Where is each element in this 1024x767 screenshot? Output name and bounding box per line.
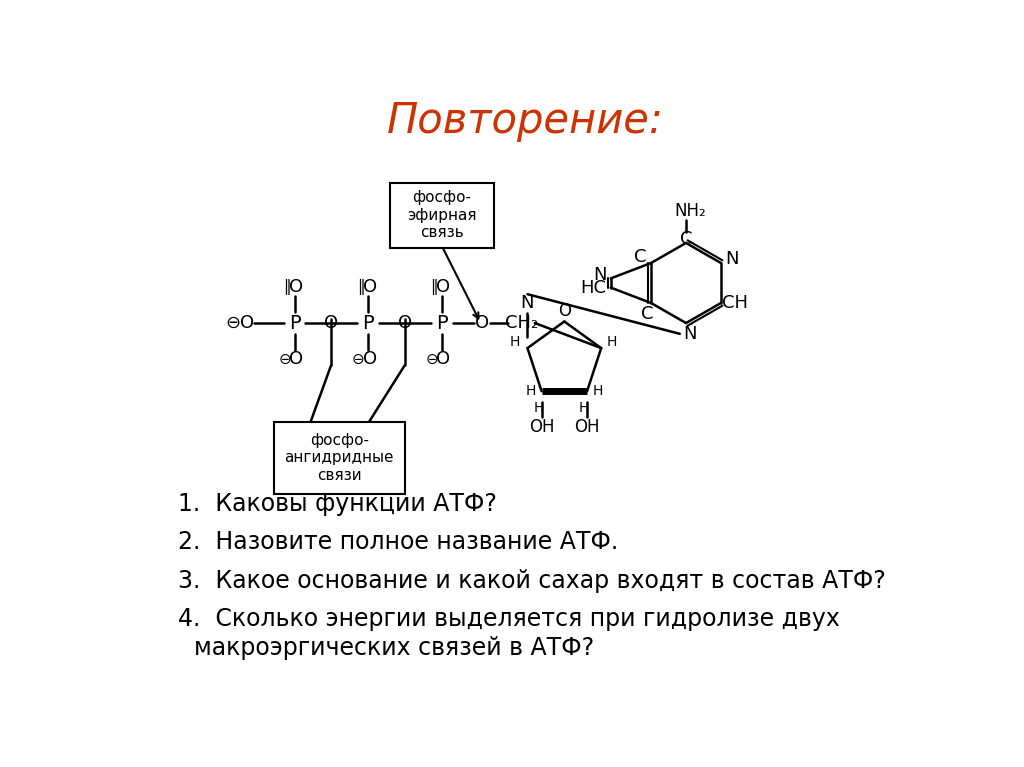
Text: N: N (725, 250, 738, 268)
Text: C: C (641, 304, 653, 323)
Text: O: O (240, 314, 254, 332)
Text: P: P (362, 314, 374, 333)
Text: 3.  Какое основание и какой сахар входят в состав АТФ?: 3. Какое основание и какой сахар входят … (178, 568, 886, 593)
Text: P: P (436, 314, 447, 333)
Text: N: N (521, 295, 535, 312)
Text: H: H (510, 335, 520, 349)
Text: H: H (593, 384, 603, 398)
Text: ⊖: ⊖ (279, 352, 291, 367)
Text: H: H (525, 384, 536, 398)
Text: ⊖: ⊖ (425, 352, 438, 367)
Text: H: H (534, 401, 544, 415)
Text: O: O (475, 314, 489, 332)
Text: O: O (558, 301, 570, 320)
Text: Повторение:: Повторение: (386, 100, 664, 143)
Text: P: P (289, 314, 300, 333)
Text: HC: HC (581, 278, 607, 297)
Text: ‖: ‖ (430, 279, 438, 295)
Text: макроэргических связей в АТФ?: макроэргических связей в АТФ? (194, 636, 594, 660)
Text: 1.  Каковы функции АТФ?: 1. Каковы функции АТФ? (178, 492, 498, 516)
Text: N: N (593, 265, 606, 284)
Text: O: O (436, 278, 451, 296)
FancyBboxPatch shape (390, 183, 494, 248)
FancyBboxPatch shape (273, 422, 404, 494)
Text: N: N (683, 324, 696, 343)
Text: CH₂: CH₂ (505, 314, 539, 332)
Text: ‖: ‖ (283, 279, 291, 295)
Text: ⊖: ⊖ (352, 352, 365, 367)
Text: OH: OH (574, 417, 600, 436)
Text: H: H (579, 401, 589, 415)
Text: O: O (362, 351, 377, 368)
Text: ⊖: ⊖ (225, 314, 241, 332)
Text: ‖: ‖ (356, 279, 365, 295)
Text: C: C (634, 248, 646, 266)
Text: O: O (362, 278, 377, 296)
Text: 2.  Назовите полное название АТФ.: 2. Назовите полное название АТФ. (178, 531, 618, 555)
Text: H: H (607, 335, 617, 349)
Text: CH: CH (722, 294, 748, 312)
Text: фосфо-
эфирная
связь: фосфо- эфирная связь (408, 190, 476, 240)
Text: O: O (436, 351, 451, 368)
Text: OH: OH (528, 417, 554, 436)
Text: O: O (289, 278, 303, 296)
Text: O: O (324, 314, 338, 332)
Text: C: C (680, 230, 692, 248)
Text: 4.  Сколько энергии выделяется при гидролизе двух: 4. Сколько энергии выделяется при гидрол… (178, 607, 841, 630)
Text: O: O (397, 314, 412, 332)
Text: O: O (289, 351, 303, 368)
Text: фосфо-
ангидридные
связи: фосфо- ангидридные связи (285, 433, 394, 482)
Text: NH₂: NH₂ (674, 202, 706, 219)
